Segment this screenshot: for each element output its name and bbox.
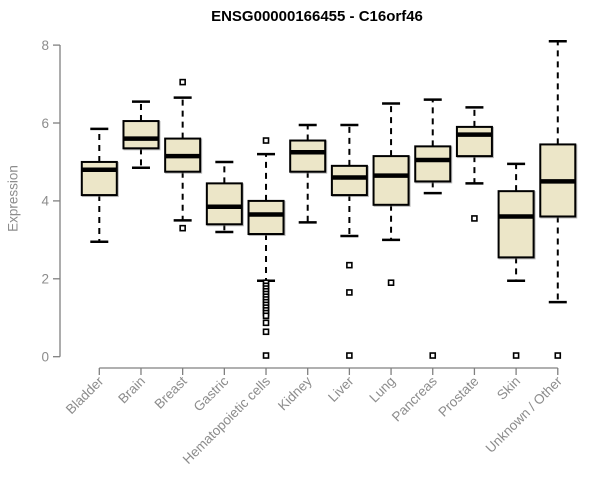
x-tick-label: Bladder (63, 373, 107, 417)
box-pancreas (414, 145, 452, 183)
boxplot-breast (164, 78, 202, 232)
box-bladder (80, 160, 118, 197)
boxplot-brain (122, 100, 160, 170)
outlier-point (262, 137, 270, 144)
outlier-point (387, 279, 395, 286)
outlier-point (179, 78, 186, 86)
boxplot-prostate (455, 106, 493, 222)
y-tick-label: 0 (41, 350, 49, 365)
outlier-point (346, 352, 353, 359)
outlier-point (346, 289, 353, 296)
x-tick-label: Skin (494, 374, 523, 403)
boxplot-bladder (80, 127, 118, 244)
y-tick-label: 4 (41, 194, 49, 209)
box-prostate (455, 125, 493, 158)
box-liver (330, 164, 368, 197)
outlier-point (262, 312, 270, 320)
box-brain (122, 120, 160, 150)
x-tick-label: Gastric (191, 373, 232, 414)
boxplot-lung (372, 102, 410, 286)
box-gastric (205, 182, 243, 226)
outlier-point (554, 352, 562, 359)
outlier-point (346, 261, 353, 269)
y-tick-label: 2 (41, 272, 49, 287)
chart-title: ENSG00000166455 - C16orf46 (211, 8, 423, 25)
boxplot-hematopoietic-cells (247, 137, 285, 359)
box-skin (497, 190, 535, 259)
y-tick-label: 8 (41, 38, 49, 53)
x-tick-label: Breast (152, 373, 190, 411)
outlier-point (262, 328, 270, 336)
x-tick-label: Lung (366, 374, 398, 406)
box-kidney (289, 139, 327, 173)
x-tick-label: Pancreas (389, 373, 440, 424)
outlier-point (262, 352, 270, 359)
outlier-point (429, 352, 437, 359)
x-tick-label: Brain (115, 374, 148, 407)
x-tick-label: Liver (325, 373, 357, 405)
x-tick-label: Unknown / Other (483, 373, 566, 456)
boxplot-unknown-other (539, 39, 577, 359)
outlier-point (512, 352, 520, 359)
y-tick-label: 6 (41, 116, 49, 131)
boxplot-liver (330, 123, 368, 359)
boxplot-pancreas (414, 98, 452, 359)
x-tick-label: Prostate (435, 374, 481, 420)
box-hematopoietic-cells (247, 199, 285, 236)
outlier-point (262, 319, 270, 327)
x-tick-label: Kidney (275, 373, 315, 413)
boxplot-gastric (205, 160, 243, 234)
outlier-point (471, 215, 478, 222)
y-axis: 0 2 4 6 8 (41, 38, 61, 365)
outlier-point (179, 224, 186, 232)
boxplot-kidney (289, 123, 327, 224)
boxplot-skin (497, 162, 535, 359)
box-lung (372, 155, 410, 206)
